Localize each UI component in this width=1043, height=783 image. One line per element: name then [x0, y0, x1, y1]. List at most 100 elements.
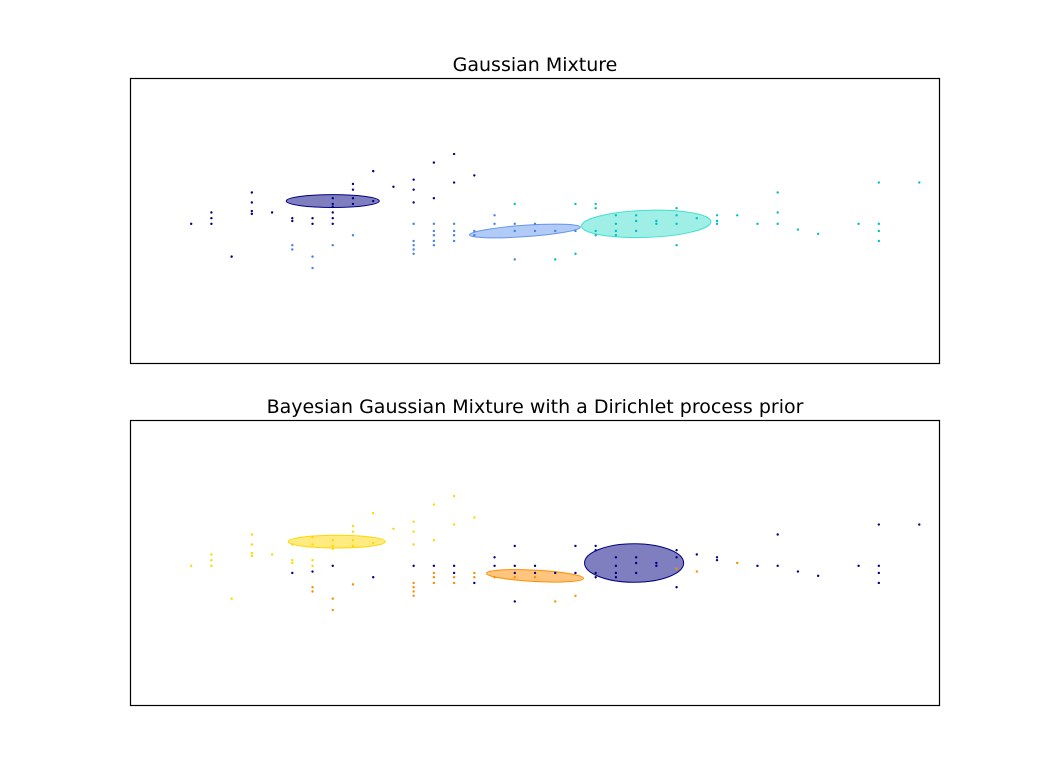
dirichlet-mixture-data-point: [473, 571, 476, 575]
dirichlet-mixture-data-point: [513, 571, 516, 575]
gaussian-mixture-data-point: [513, 222, 516, 226]
dirichlet-mixture-data-point: [432, 503, 436, 506]
gaussian-mixture-component-ellipse-3: [581, 209, 712, 239]
dirichlet-mixture-data-point: [210, 553, 213, 556]
gaussian-mixture-data-point: [877, 181, 881, 184]
dirichlet-mixture-data-point: [513, 544, 516, 548]
gaussian-mixture-data-point: [210, 222, 213, 226]
dirichlet-mixture-data-point: [634, 556, 638, 559]
dirichlet-mixture-data-point: [311, 536, 314, 539]
dirichlet-mixture-panel: Bayesian Gaussian Mixture with a Dirichl…: [129, 396, 941, 707]
dirichlet-mixture-data-point: [675, 567, 678, 570]
dirichlet-mixture-plot-frame: [129, 419, 941, 707]
dirichlet-mixture-data-point: [574, 594, 577, 597]
dirichlet-mixture-component-ellipse-2: [486, 569, 584, 583]
gaussian-mixture-data-point: [473, 174, 476, 177]
gaussian-mixture-data-point: [513, 229, 516, 233]
gaussian-mixture-data-point: [574, 252, 577, 255]
dirichlet-mixture-data-point: [331, 544, 334, 548]
dirichlet-mixture-data-point: [493, 576, 496, 579]
gaussian-mixture-data-point: [695, 216, 698, 220]
gaussian-mixture-data-point: [250, 212, 254, 216]
gaussian-mixture-data-point: [412, 188, 415, 191]
dirichlet-mixture-data-point: [230, 597, 233, 600]
gaussian-mixture-data-point: [250, 209, 254, 213]
dirichlet-mixture-data-point: [554, 600, 557, 603]
dirichlet-mixture-data-point: [291, 561, 294, 565]
gaussian-mixture-data-point: [351, 188, 355, 191]
dirichlet-mixture-data-point: [250, 543, 254, 546]
gaussian-mixture-data-point: [493, 214, 496, 217]
gaussian-mixture-data-point: [372, 199, 375, 203]
dirichlet-mixture-data-point: [877, 571, 881, 575]
gaussian-mixture-data-point: [452, 181, 456, 184]
gaussian-mixture-data-point: [877, 222, 881, 226]
dirichlet-mixture-data-point: [311, 570, 314, 573]
gaussian-mixture-data-point: [513, 202, 516, 206]
gaussian-mixture-data-point: [432, 229, 436, 233]
gaussian-mixture-data-point: [291, 244, 294, 247]
gaussian-mixture-data-point: [412, 244, 415, 247]
dirichlet-mixture-data-point: [372, 541, 375, 545]
gaussian-mixture-data-point: [250, 201, 254, 204]
gaussian-mixture-data-point: [614, 214, 618, 217]
dirichlet-mixture-data-point: [594, 576, 597, 579]
gaussian-mixture-data-point: [351, 197, 355, 200]
gaussian-mixture-data-point: [574, 229, 577, 233]
gaussian-mixture-data-point: [533, 229, 537, 233]
gaussian-mixture-data-point: [331, 211, 334, 214]
gaussian-mixture-data-point: [432, 222, 436, 226]
dirichlet-mixture-data-point: [574, 544, 577, 548]
gaussian-mixture-data-point: [432, 239, 436, 243]
dirichlet-mixture-data-point: [351, 530, 355, 533]
gaussian-mixture-data-point: [675, 214, 678, 217]
dirichlet-mixture-data-point: [452, 581, 456, 585]
dirichlet-mixture-data-point: [351, 583, 355, 586]
gaussian-mixture-data-point: [715, 219, 719, 223]
gaussian-mixture-data-point: [331, 205, 334, 208]
dirichlet-mixture-data-point: [877, 564, 881, 568]
dirichlet-mixture-data-point: [250, 551, 254, 555]
gaussian-mixture-data-point: [452, 234, 456, 237]
gaussian-mixture-data-point: [614, 222, 618, 226]
gaussian-mixture-data-point: [351, 234, 355, 237]
dirichlet-mixture-data-point: [614, 564, 618, 568]
dirichlet-mixture-data-point: [452, 494, 456, 498]
gaussian-mixture-data-point: [311, 222, 314, 226]
gaussian-mixture-data-point: [594, 206, 597, 210]
gaussian-mixture-data-point: [776, 191, 779, 194]
gaussian-mixture-data-point: [452, 152, 456, 156]
gaussian-mixture-plot-frame: [129, 77, 941, 365]
dirichlet-mixture-data-point: [311, 558, 314, 562]
gaussian-mixture-data-point: [412, 222, 415, 226]
gaussian-mixture-data-point: [493, 222, 496, 226]
dirichlet-mixture-data-point: [675, 556, 678, 559]
gaussian-mixture-title: Gaussian Mixture: [453, 54, 618, 76]
gaussian-mixture-data-point: [594, 202, 597, 206]
dirichlet-mixture-points: [189, 494, 921, 612]
gaussian-mixture-data-point: [331, 197, 334, 200]
dirichlet-mixture-data-point: [412, 520, 415, 523]
gaussian-mixture-data-point: [756, 222, 759, 226]
gaussian-mixture-data-point: [291, 216, 294, 220]
gaussian-mixture-data-point: [574, 202, 577, 206]
dirichlet-mixture-data-point: [372, 511, 375, 515]
dirichlet-mixture-data-point: [250, 554, 254, 558]
dirichlet-mixture-data-point: [614, 571, 618, 575]
dirichlet-mixture-data-point: [513, 600, 516, 603]
gaussian-mixture-data-point: [675, 206, 678, 210]
gaussian-mixture-data-point: [715, 222, 719, 226]
dirichlet-mixture-data-point: [594, 571, 597, 575]
gaussian-mixture-data-point: [311, 266, 314, 270]
dirichlet-mixture-data-point: [432, 581, 436, 585]
gaussian-mixture-data-point: [776, 222, 779, 226]
dirichlet-mixture-data-point: [250, 533, 254, 536]
dirichlet-mixture-data-point: [493, 556, 496, 559]
dirichlet-mixture-data-point: [614, 576, 618, 579]
dirichlet-mixture-data-point: [513, 576, 516, 579]
gaussian-mixture-data-point: [412, 239, 415, 243]
gaussian-mixture-data-point: [331, 222, 334, 226]
dirichlet-mixture-data-point: [918, 523, 921, 526]
dirichlet-mixture-data-point: [877, 581, 881, 585]
